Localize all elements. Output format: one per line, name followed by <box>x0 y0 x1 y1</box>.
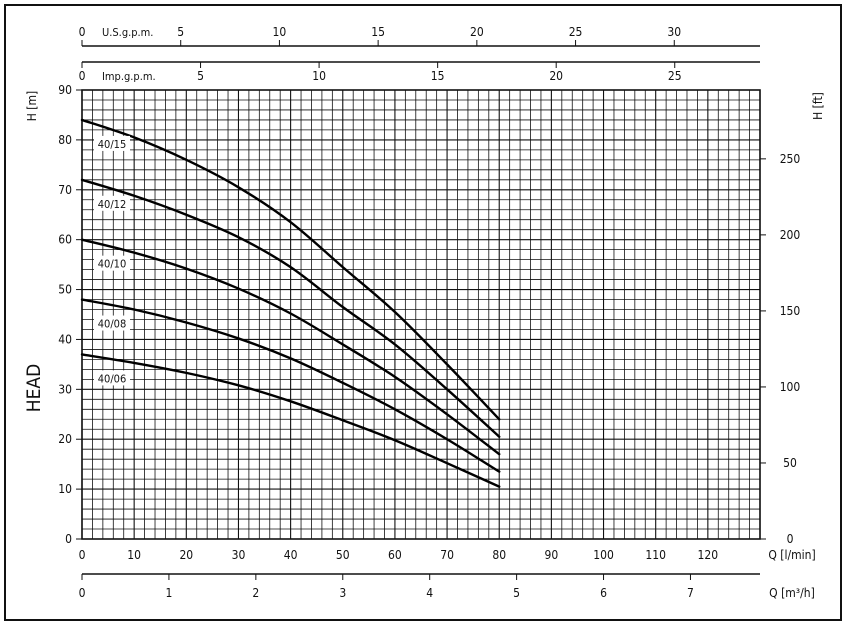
bottom-lmin-tick-label: 100 <box>593 548 614 562</box>
imp-axis-label: Imp.g.p.m. <box>102 70 156 83</box>
imp-tick-label: 25 <box>668 69 682 83</box>
left-axis-label: H [m] <box>25 91 39 122</box>
bottom-lmin-tick-label: 110 <box>645 548 666 562</box>
imp-tick-label: 10 <box>312 69 326 83</box>
right-tick-label: 100 <box>780 380 801 394</box>
m3h-tick-label: 5 <box>513 586 520 600</box>
bottom-lmin-tick-label: 80 <box>492 548 506 562</box>
left-tick-label: 70 <box>58 183 72 197</box>
us-tick-label: 30 <box>667 25 681 39</box>
left-tick-label: 30 <box>58 382 72 396</box>
curve-label-bg <box>94 315 130 331</box>
m3h-tick-label: 2 <box>252 586 259 600</box>
right-axis-label: H [ft] <box>811 92 825 120</box>
chart-curves <box>80 118 501 488</box>
m3h-tick-label: 1 <box>165 586 172 600</box>
bottom-lmin-tick-label: 120 <box>698 548 719 562</box>
us-tick-label: 20 <box>470 25 484 39</box>
curve-label-40-12: 40/12 <box>98 198 127 211</box>
curve-label-40-15: 40/15 <box>98 138 127 151</box>
bottom-lmin-tick-label: 50 <box>336 548 350 562</box>
curve-40-06 <box>80 353 501 488</box>
bottom-lmin-tick-label: 90 <box>545 548 559 562</box>
left-tick-label: 50 <box>58 283 72 297</box>
left-tick-label: 20 <box>58 432 72 446</box>
plot-border <box>81 89 761 540</box>
bottom-lmin-tick-label: 30 <box>232 548 246 562</box>
right-tick-label: 0 <box>787 532 794 546</box>
imp-tick-label: 0 <box>79 69 86 83</box>
chart-grid <box>81 89 761 540</box>
curve-label-bg <box>94 195 130 211</box>
us-tick-label: 15 <box>371 25 385 39</box>
m3h-tick-label: 4 <box>426 586 433 600</box>
imp-tick-label: 20 <box>549 69 563 83</box>
chart-axes <box>76 40 766 580</box>
m3h-tick-label: 7 <box>687 586 694 600</box>
m3h-axis-label: Q [m³/h] <box>769 586 815 600</box>
curve-label-bg <box>94 370 130 386</box>
left-tick-label: 10 <box>58 482 72 496</box>
curve-40-15 <box>80 118 501 421</box>
right-tick-label: 250 <box>780 152 801 166</box>
us-axis-label: U.S.g.p.m. <box>102 26 153 39</box>
right-tick-label: 150 <box>780 304 801 318</box>
us-tick-label: 5 <box>177 25 184 39</box>
left-tick-label: 0 <box>65 532 72 546</box>
bottom-lmin-tick-label: 60 <box>388 548 402 562</box>
m3h-tick-label: 0 <box>79 586 86 600</box>
us-tick-label: 10 <box>273 25 287 39</box>
right-tick-label: 50 <box>783 456 797 470</box>
curve-label-40-08: 40/08 <box>98 318 127 331</box>
left-tick-label: 60 <box>58 233 72 247</box>
head-label: HEAD <box>23 364 45 413</box>
left-tick-label: 90 <box>58 83 72 97</box>
left-tick-label: 40 <box>58 332 72 346</box>
curve-label-40-06: 40/06 <box>98 372 127 385</box>
us-tick-label: 25 <box>569 25 583 39</box>
imp-tick-label: 5 <box>197 69 204 83</box>
m3h-tick-label: 6 <box>600 586 607 600</box>
us-tick-label: 0 <box>79 25 86 39</box>
curve-40-12 <box>80 178 501 438</box>
bottom-lmin-tick-label: 10 <box>127 548 141 562</box>
right-tick-label: 200 <box>780 228 801 242</box>
bottom-lmin-tick-label: 20 <box>179 548 193 562</box>
bottom-lmin-axis-label: Q [l/min] <box>768 548 815 562</box>
bottom-lmin-tick-label: 0 <box>79 548 86 562</box>
curve-label-bg <box>94 135 130 151</box>
left-tick-label: 80 <box>58 133 72 147</box>
m3h-tick-label: 3 <box>339 586 346 600</box>
bottom-lmin-tick-label: 40 <box>284 548 298 562</box>
imp-tick-label: 15 <box>431 69 445 83</box>
curve-40-08 <box>80 298 501 473</box>
bottom-lmin-tick-label: 70 <box>440 548 454 562</box>
chart-labels: 40/1540/1240/1040/0840/06010203040506070… <box>23 25 825 600</box>
curve-label-bg <box>94 255 130 271</box>
curve-40-10 <box>80 238 501 456</box>
curve-label-40-10: 40/10 <box>98 258 127 271</box>
